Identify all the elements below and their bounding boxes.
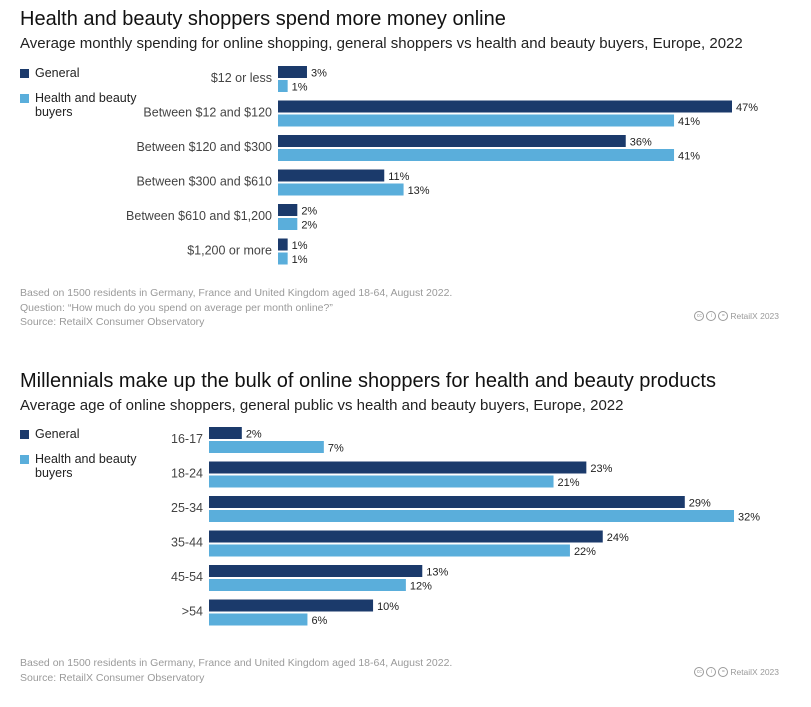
bar-general bbox=[209, 427, 242, 439]
by-icon: i bbox=[706, 667, 717, 677]
data-label: 47% bbox=[736, 102, 758, 114]
category-label: $1,200 or more bbox=[187, 244, 272, 258]
data-label: 24% bbox=[607, 532, 629, 544]
data-label: 32% bbox=[738, 512, 760, 524]
credit-text: RetailX 2023 bbox=[730, 667, 779, 677]
legend-swatch-general bbox=[20, 430, 29, 439]
cc-icon: cc bbox=[694, 311, 705, 321]
note-line: Question: “How much do you spend on aver… bbox=[20, 301, 333, 314]
bar-general bbox=[278, 66, 307, 78]
category-label: 16-17 bbox=[171, 432, 203, 446]
data-label: 23% bbox=[590, 463, 612, 475]
category-label: 35-44 bbox=[171, 536, 203, 550]
data-label: 7% bbox=[328, 443, 344, 455]
data-label: 13% bbox=[426, 567, 448, 579]
bar-general bbox=[278, 169, 385, 182]
chart-subtitle: Average monthly spending for online shop… bbox=[20, 35, 743, 52]
note-line: Based on 1500 residents in Germany, Fran… bbox=[20, 287, 453, 299]
cc-icon: cc bbox=[694, 667, 705, 677]
bar-general bbox=[278, 204, 298, 216]
legend-swatch-hb bbox=[20, 455, 29, 464]
legend-health-beauty: Health and beauty buyers bbox=[20, 452, 150, 480]
bar-health-beauty bbox=[209, 613, 308, 626]
data-label: 1% bbox=[292, 82, 308, 94]
bar-chart-spending: $12 or less 3%1%Between $12 and $120 47%41… bbox=[126, 66, 758, 266]
data-label: 12% bbox=[410, 581, 432, 593]
chart-notes: Based on 1500 residents in Germany, Fran… bbox=[20, 286, 452, 330]
data-label: 10% bbox=[377, 601, 399, 613]
credit: cc i = RetailX 2023 bbox=[694, 311, 779, 321]
bar-general bbox=[209, 461, 587, 474]
legend-label: Health and beauty buyers bbox=[35, 452, 137, 480]
bar-chart-age: 16-17 2% 7% 18-24 23% 21% 25-34 29% 32% 35-44 24% 2… bbox=[171, 427, 760, 627]
data-label: 3% bbox=[311, 68, 327, 80]
bar-general bbox=[209, 530, 603, 543]
bar-health-beauty bbox=[278, 252, 288, 265]
legend-swatch-general bbox=[20, 69, 29, 78]
bar-health-beauty bbox=[278, 80, 288, 92]
chart-subtitle: Average age of online shoppers, general … bbox=[20, 397, 624, 414]
chart-title: Millennials make up the bulk of online s… bbox=[20, 370, 716, 392]
data-label: 29% bbox=[689, 498, 711, 510]
chart-title: Health and beauty shoppers spend more mo… bbox=[20, 8, 506, 30]
legend-label: General bbox=[35, 427, 80, 441]
note-line: Source: RetailX Consumer Observatory bbox=[20, 671, 205, 684]
note-line: Source: RetailX Consumer Observatory bbox=[20, 316, 205, 328]
note-line: Based on 1500 residents in Germany, Fran… bbox=[20, 657, 453, 669]
bar-health-beauty bbox=[209, 441, 324, 453]
bar-health-beauty bbox=[278, 114, 675, 127]
bar-health-beauty bbox=[209, 579, 406, 591]
bar-health-beauty bbox=[209, 475, 554, 488]
bar-health-beauty bbox=[278, 183, 404, 196]
category-label: Between $300 and $610 bbox=[136, 175, 272, 189]
category-label: Between $610 and $1,200 bbox=[126, 209, 272, 223]
credit-text: RetailX 2023 bbox=[730, 311, 779, 321]
credit: cc i = RetailX 2023 bbox=[694, 667, 779, 677]
bar-general bbox=[209, 496, 685, 508]
data-label: 36% bbox=[630, 137, 652, 149]
category-label: Between $120 and $300 bbox=[136, 140, 272, 154]
data-label: 11% bbox=[388, 171, 409, 183]
legend-swatch-hb bbox=[20, 94, 29, 103]
chart-notes: Based on 1500 residents in Germany, Fran… bbox=[20, 656, 452, 685]
data-label: 41% bbox=[678, 151, 700, 163]
data-label: 1% bbox=[292, 240, 308, 252]
bar-general bbox=[278, 238, 288, 251]
data-label: 21% bbox=[558, 477, 580, 489]
nd-icon: = bbox=[718, 311, 729, 321]
bar-health-beauty bbox=[209, 544, 570, 557]
category-label: Between $12 and $120 bbox=[143, 106, 272, 120]
legend-health-beauty: Health and beauty buyers bbox=[20, 91, 150, 119]
nd-icon: = bbox=[718, 667, 729, 677]
legend-general: General bbox=[20, 66, 150, 80]
category-label: 18-24 bbox=[171, 467, 203, 481]
data-label: 1% bbox=[292, 254, 308, 266]
data-label: 22% bbox=[574, 546, 596, 558]
data-label: 41% bbox=[678, 116, 700, 128]
category-label: >54 bbox=[182, 605, 203, 619]
category-label: $12 or less bbox=[211, 71, 272, 85]
bar-general bbox=[209, 599, 374, 612]
chart-spending: Health and beauty shoppers spend more mo… bbox=[0, 0, 811, 345]
bar-health-beauty bbox=[209, 510, 734, 522]
chart-age: Millennials make up the bulk of online s… bbox=[0, 345, 811, 707]
legend-label: Health and beauty buyers bbox=[35, 91, 137, 119]
data-label: 6% bbox=[311, 615, 327, 627]
data-label: 2% bbox=[301, 220, 317, 232]
data-label: 2% bbox=[246, 429, 262, 441]
bar-general bbox=[209, 565, 423, 577]
bar-health-beauty bbox=[278, 218, 298, 230]
bar-health-beauty bbox=[278, 149, 675, 161]
bar-general bbox=[278, 135, 626, 147]
category-label: 45-54 bbox=[171, 570, 203, 584]
by-icon: i bbox=[706, 311, 717, 321]
legend-label: General bbox=[35, 66, 80, 80]
bar-general bbox=[278, 100, 732, 113]
category-label: 25-34 bbox=[171, 501, 203, 515]
data-label: 2% bbox=[301, 206, 317, 218]
legend-general: General bbox=[20, 427, 150, 441]
data-label: 13% bbox=[408, 185, 430, 197]
